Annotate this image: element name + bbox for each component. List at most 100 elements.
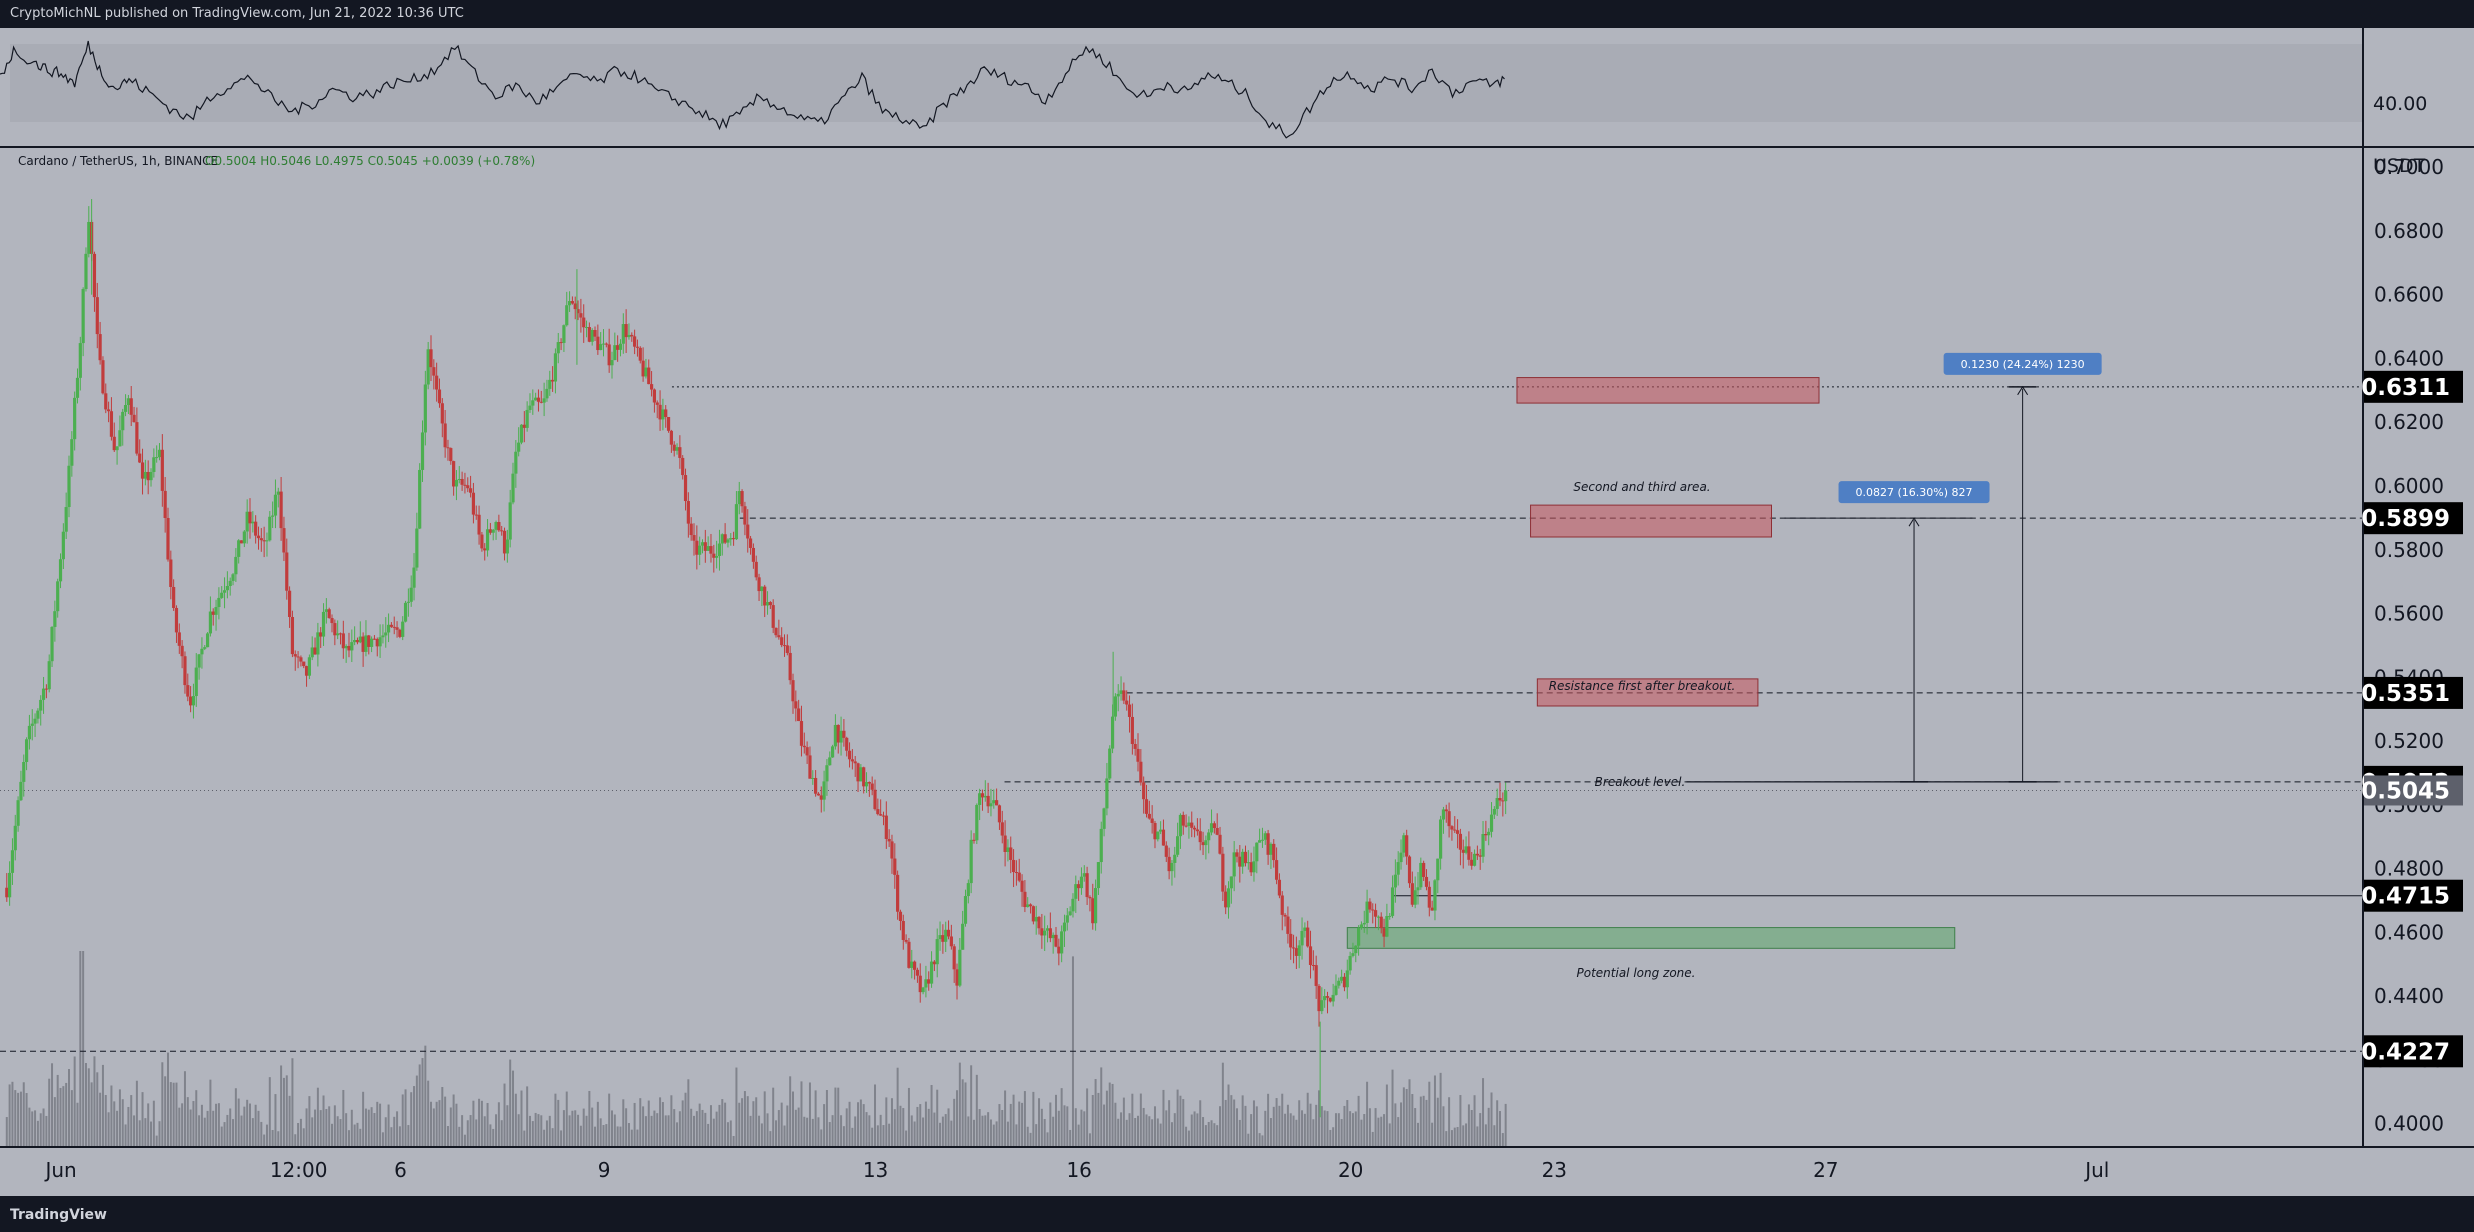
- volume-bar: [1258, 1133, 1261, 1146]
- volume-bar: [478, 1098, 481, 1146]
- volume-bar: [724, 1102, 727, 1146]
- volume-bar: [186, 1097, 189, 1146]
- candle-body: [1060, 931, 1064, 954]
- volume-bar: [967, 1116, 970, 1146]
- volume-bar: [794, 1109, 797, 1146]
- candle-body: [1286, 916, 1290, 934]
- candle-body: [1011, 859, 1016, 873]
- candle-body: [197, 654, 201, 668]
- volume-bar: [1176, 1089, 1179, 1146]
- candle-body: [152, 457, 156, 472]
- candle-body: [1450, 826, 1454, 830]
- candle-body: [1028, 904, 1033, 907]
- candle-body: [211, 611, 215, 615]
- resistance-zone[interactable]: [1530, 504, 1772, 538]
- candle-body: [850, 759, 854, 762]
- candle-body: [573, 303, 577, 310]
- volume-bar: [704, 1112, 707, 1146]
- volume-bar: [42, 1108, 45, 1146]
- volume-bar: [857, 1102, 860, 1146]
- support-zone[interactable]: [1346, 927, 1956, 949]
- volume-bar: [370, 1107, 373, 1146]
- candle-body: [1354, 945, 1358, 954]
- volume-bar: [1470, 1110, 1473, 1146]
- volume-bar: [101, 1064, 104, 1146]
- candle-body: [1308, 946, 1313, 966]
- volume-bar: [972, 1119, 975, 1146]
- candle-body: [1198, 831, 1202, 843]
- candle-body: [302, 661, 306, 667]
- candle-body: [502, 530, 507, 554]
- candle-body: [1142, 782, 1146, 800]
- volume-bar: [842, 1126, 845, 1146]
- candle-body: [409, 587, 413, 602]
- volume-bar: [475, 1119, 478, 1146]
- volume-bar: [752, 1101, 755, 1146]
- volume-bar: [738, 1102, 741, 1146]
- volume-bar: [251, 1118, 254, 1146]
- candle-body: [1209, 823, 1214, 833]
- candle-body: [432, 367, 436, 376]
- candle-body: [231, 574, 235, 581]
- volume-bar: [1168, 1100, 1171, 1146]
- resistance-zone[interactable]: [1536, 678, 1759, 707]
- candle-body: [1102, 808, 1106, 829]
- volume-bar: [1015, 1124, 1018, 1146]
- candle-body: [791, 680, 795, 702]
- volume-bar: [616, 1126, 619, 1146]
- price-badge-label: 0.4715: [2361, 884, 2450, 910]
- volume-bar: [232, 1119, 235, 1146]
- volume-bar: [1284, 1113, 1287, 1146]
- resistance-zone[interactable]: [1516, 377, 1820, 404]
- time-tick-label: 12:00: [270, 1158, 328, 1182]
- candle-body: [217, 597, 221, 608]
- volume-bar: [1196, 1113, 1199, 1146]
- candle-body: [508, 502, 512, 540]
- volume-bar: [1332, 1127, 1335, 1146]
- price-tick-label: 0.4600: [2374, 920, 2444, 944]
- volume-bar: [726, 1122, 729, 1146]
- candle-body: [296, 656, 300, 658]
- volume-bar: [415, 1075, 418, 1146]
- volume-bar: [1100, 1067, 1103, 1146]
- volume-bar: [534, 1112, 537, 1146]
- volume-bar: [1137, 1115, 1140, 1146]
- volume-bar: [975, 1074, 978, 1146]
- volume-bar: [203, 1117, 206, 1146]
- volume-bar: [421, 1058, 424, 1146]
- volume-bar: [1182, 1099, 1185, 1146]
- volume-bar: [1004, 1090, 1007, 1146]
- volume-bar: [639, 1098, 642, 1146]
- volume-bar: [294, 1134, 297, 1146]
- symbol-legend[interactable]: Cardano / TetherUS, 1h, BINANCE: [18, 154, 218, 168]
- volume-bar: [22, 1082, 25, 1146]
- volume-bar: [667, 1115, 670, 1146]
- volume-bar: [104, 1094, 107, 1146]
- price-tick-label: 0.5800: [2374, 538, 2444, 562]
- candle-body: [1484, 834, 1488, 836]
- candle-body: [1478, 855, 1482, 857]
- candle-body: [285, 552, 289, 591]
- volume-bar: [274, 1094, 277, 1146]
- candle-body: [1119, 690, 1123, 694]
- volume-bar: [305, 1108, 308, 1146]
- volume-bar: [1210, 1120, 1213, 1146]
- volume-bar: [1230, 1095, 1233, 1146]
- candle-body: [1190, 822, 1194, 828]
- volume-bar: [285, 1075, 288, 1146]
- candle-body: [429, 349, 433, 368]
- candle-body: [797, 708, 801, 722]
- candle-body: [686, 501, 690, 524]
- candle-body: [1243, 851, 1248, 864]
- candle-body: [1334, 985, 1338, 995]
- candle-body: [700, 542, 705, 546]
- candle-body: [251, 521, 255, 524]
- candle-body: [1045, 928, 1050, 931]
- volume-bar: [446, 1126, 449, 1146]
- candle-body: [1492, 808, 1496, 815]
- volume-bar: [1023, 1091, 1026, 1146]
- volume-bar: [786, 1105, 789, 1146]
- volume-bar: [523, 1130, 526, 1146]
- candle-body: [525, 409, 529, 428]
